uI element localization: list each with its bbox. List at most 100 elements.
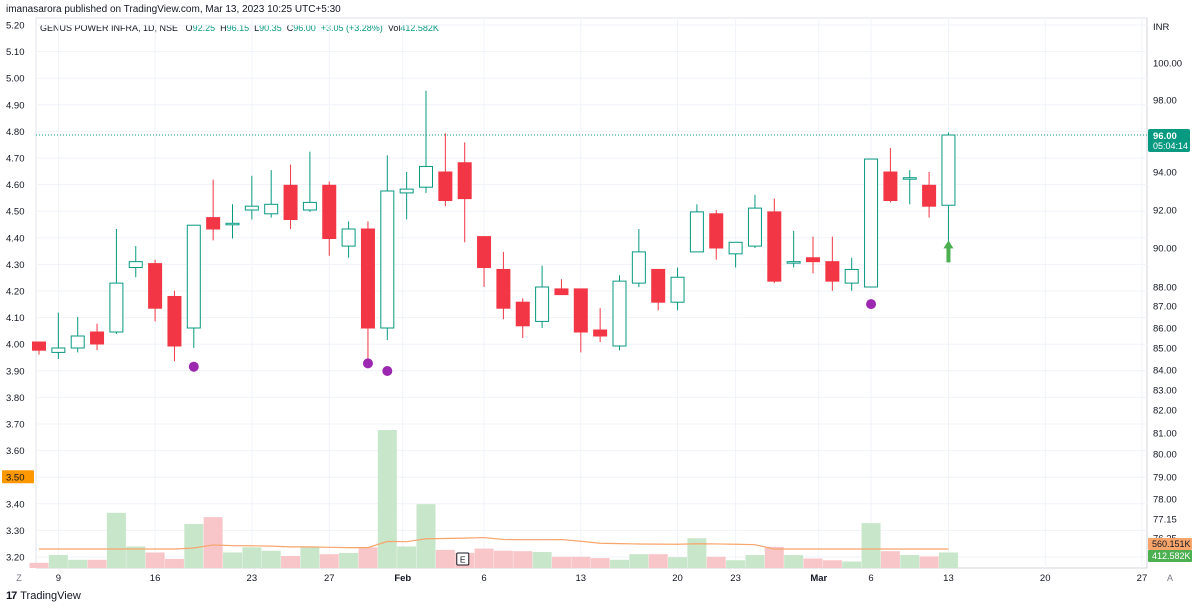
candle-body: [593, 329, 608, 337]
volume-bar: [358, 547, 378, 568]
volume-bar: [648, 554, 668, 568]
volume-bar: [726, 560, 746, 568]
volume-bar: [610, 559, 629, 568]
candle-body: [109, 282, 124, 333]
x-tick-label: 27: [1137, 573, 1148, 584]
candle-body: [786, 261, 801, 264]
candle-body: [399, 188, 414, 194]
volume-bar: [784, 555, 804, 568]
tradingview-logo-icon: 17: [6, 590, 17, 602]
volume-bar: [223, 552, 242, 568]
left-tick-label: 3.30: [6, 526, 25, 537]
left-badge-label: 3.50: [6, 473, 25, 484]
low-key: L: [254, 23, 260, 33]
candle-body: [747, 207, 762, 247]
candle-body: [651, 268, 666, 303]
volume-bar: [145, 552, 165, 568]
left-tick-label: 4.10: [6, 313, 25, 324]
candle-body: [825, 261, 840, 282]
z-corner-label: Z: [16, 573, 22, 583]
countdown-label: 05:04:14: [1153, 141, 1188, 151]
candle-body: [806, 257, 820, 263]
left-tick-label: 4.70: [6, 154, 25, 165]
vol-label: 412.582K: [1152, 551, 1191, 561]
right-tick-label: 100.00: [1153, 59, 1182, 70]
candle-body: [148, 263, 163, 309]
x-tick-label: 16: [150, 573, 161, 584]
candle-body: [883, 171, 898, 201]
left-tick-label: 4.60: [6, 180, 25, 191]
footer: 17 TradingView: [6, 590, 81, 602]
right-tick-label: 79.00: [1153, 473, 1177, 484]
candle-body: [206, 217, 221, 230]
volume-bar: [938, 552, 958, 568]
volume-bar: [184, 524, 204, 568]
candle-body: [670, 276, 685, 303]
left-tick-label: 4.80: [6, 127, 25, 138]
volume-bar: [532, 552, 552, 568]
volume-key: Vol: [387, 23, 401, 33]
signal-dot: [866, 299, 877, 310]
candle-body: [167, 296, 182, 347]
volume-bar: [745, 555, 765, 568]
volume-bar: [861, 523, 881, 568]
x-tick-label: 9: [56, 573, 61, 584]
volume-bar: [242, 547, 262, 568]
volume-bar: [590, 558, 610, 568]
volume-bar: [106, 512, 126, 568]
x-tick-label: 6: [868, 573, 873, 584]
candle-body: [864, 158, 879, 288]
volume-bar: [706, 556, 726, 568]
candle-body: [767, 211, 782, 282]
right-tick-label: 86.00: [1153, 324, 1177, 335]
candle-body: [631, 251, 646, 284]
left-tick-label: 5.10: [6, 47, 25, 58]
right-tick-label: 84.00: [1153, 366, 1177, 377]
candle-body: [457, 162, 472, 200]
price-label: 96.00: [1153, 131, 1177, 142]
symbol-legend: GENUS POWER INFRA, 1D, NSE O92.25 H96.15…: [40, 23, 439, 33]
candle-body: [322, 184, 337, 240]
left-tick-label: 3.70: [6, 420, 25, 431]
volume-ma: [39, 536, 949, 550]
candle-body: [419, 165, 433, 188]
candle-body: [283, 184, 298, 221]
volume-bar: [629, 554, 649, 568]
up-arrow-icon: [943, 240, 954, 263]
signal-dots: [188, 240, 954, 376]
left-tick-label: 3.20: [6, 553, 25, 564]
close-key: C: [286, 23, 294, 33]
volume-bar: [842, 561, 862, 568]
signal-dot: [188, 361, 199, 372]
left-badge-bg: [2, 470, 34, 484]
left-tick-label: 4.00: [6, 340, 25, 351]
volume-bar: [164, 558, 184, 568]
brand-name[interactable]: TradingView: [20, 590, 81, 602]
right-tick-label: 85.00: [1153, 344, 1177, 355]
candle-body: [902, 177, 917, 180]
candle-body: [341, 228, 356, 247]
candle-body: [225, 222, 240, 226]
candles: [32, 90, 956, 362]
event-marker-box: [456, 552, 470, 566]
candle-body: [573, 288, 588, 333]
left-tick-label: 4.90: [6, 100, 25, 111]
left-tick-label: 5.20: [6, 21, 25, 32]
candle-body: [844, 268, 859, 284]
right-tick-label: 90.00: [1153, 244, 1177, 255]
volume-bar: [319, 554, 339, 568]
axes: 5.20 5.10 5.00 4.90 4.80 4.70 4.60 4.50 4.40 4.30…: [2, 21, 1192, 584]
right-tick-label: 81.00: [1153, 429, 1177, 440]
right-tick-label: 77.15: [1153, 515, 1177, 526]
volume-bar: [281, 555, 301, 568]
symbol-name[interactable]: GENUS POWER INFRA, 1D, NSE: [40, 23, 179, 33]
candle-body: [380, 190, 395, 329]
right-tick-label: 92.00: [1153, 206, 1177, 217]
candle-body: [360, 228, 375, 329]
left-tick-label: 4.30: [6, 260, 25, 271]
plot-border: [35, 17, 1148, 569]
volume-bars: [29, 430, 958, 568]
volume-bar: [764, 546, 784, 568]
left-tick-label: 4.40: [6, 233, 25, 244]
